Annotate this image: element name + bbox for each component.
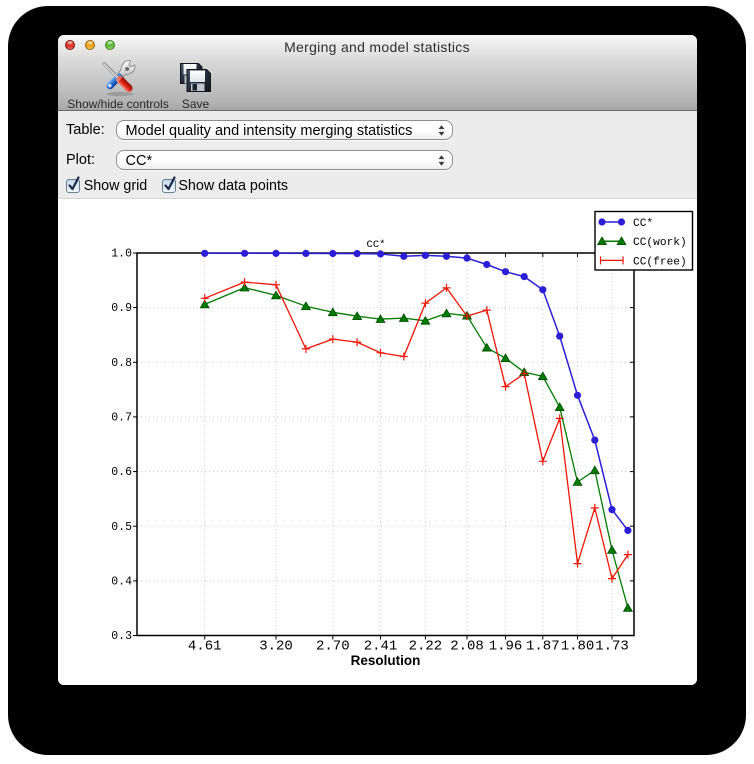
svg-text:CC(free): CC(free) xyxy=(633,256,687,268)
svg-text:1.0: 1.0 xyxy=(111,248,132,261)
svg-text:0.8: 0.8 xyxy=(111,357,132,370)
svg-text:0.7: 0.7 xyxy=(111,412,132,425)
svg-text:0.6: 0.6 xyxy=(111,466,132,479)
svg-text:0.5: 0.5 xyxy=(111,521,132,534)
svg-text:2.41: 2.41 xyxy=(363,639,397,655)
svg-text:0.4: 0.4 xyxy=(111,576,132,589)
svg-text:CC*: CC* xyxy=(366,239,385,251)
svg-text:3.20: 3.20 xyxy=(259,639,293,655)
svg-text:CC*: CC* xyxy=(633,218,653,230)
svg-text:2.70: 2.70 xyxy=(315,639,349,655)
svg-text:1.96: 1.96 xyxy=(488,639,522,655)
svg-text:2.08: 2.08 xyxy=(450,639,484,655)
svg-text:Resolution: Resolution xyxy=(350,653,420,668)
svg-text:2.22: 2.22 xyxy=(408,639,442,655)
svg-text:1.87: 1.87 xyxy=(525,639,559,655)
svg-text:0.9: 0.9 xyxy=(111,302,132,315)
svg-text:CC(work): CC(work) xyxy=(633,237,687,249)
svg-text:1.73: 1.73 xyxy=(595,639,629,655)
svg-text:1.80: 1.80 xyxy=(560,639,594,655)
svg-text:4.61: 4.61 xyxy=(187,639,221,655)
svg-text:0.3: 0.3 xyxy=(111,630,132,643)
